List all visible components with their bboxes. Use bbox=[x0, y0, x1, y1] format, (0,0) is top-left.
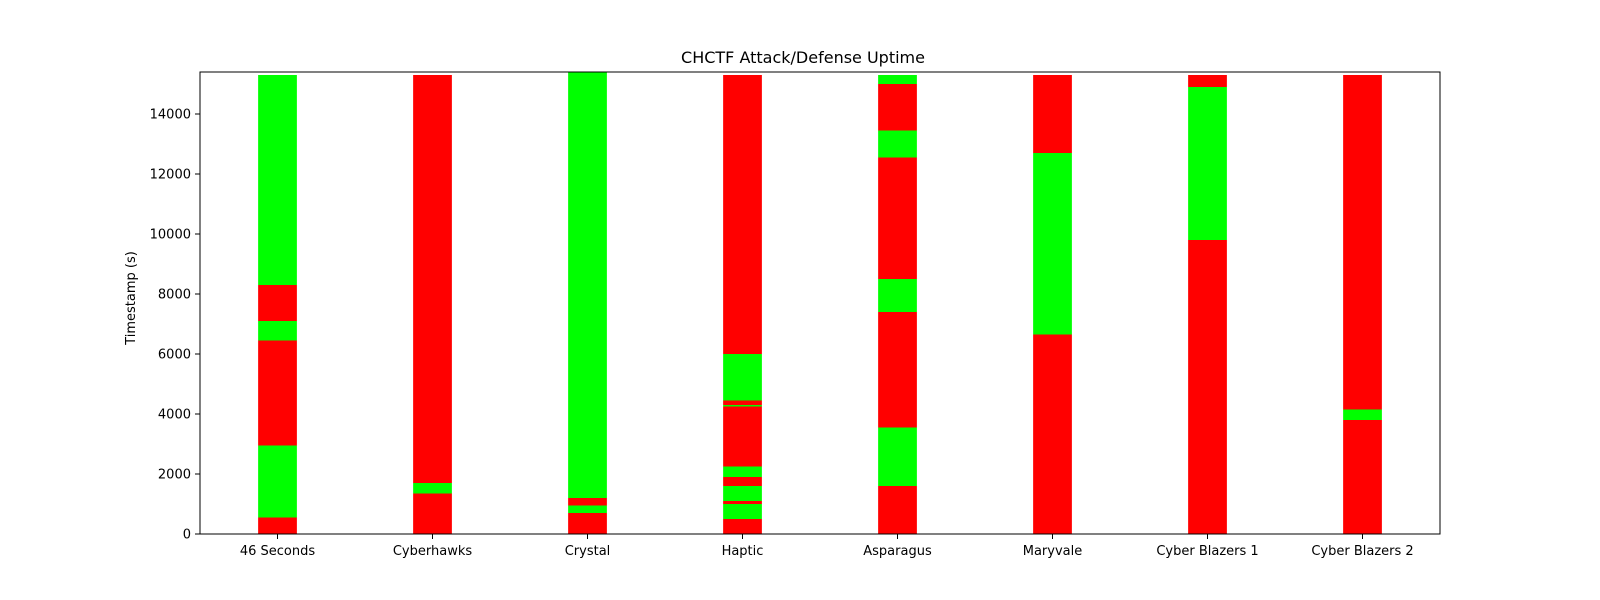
bar-segment-down bbox=[723, 400, 762, 405]
y-tick-label: 8000 bbox=[158, 288, 191, 303]
bar-segment-down bbox=[1188, 75, 1227, 87]
bar-segment-down bbox=[878, 84, 917, 131]
x-ticks-group: 46 Seconds Cyberhawks Crystal Haptic Asparag… bbox=[240, 534, 1414, 559]
bar-segment-up bbox=[723, 504, 762, 519]
bar-segment-down bbox=[1033, 334, 1072, 534]
bar-segment-up bbox=[723, 354, 762, 401]
bar-segment-up bbox=[878, 279, 917, 312]
bar-segment-up bbox=[1188, 87, 1227, 240]
plot-frame bbox=[199, 71, 1441, 535]
x-tick-label: Asparagus bbox=[863, 544, 932, 559]
bar-segment-down bbox=[1188, 240, 1227, 534]
bar-segment-down bbox=[1343, 75, 1382, 410]
bar-segment-up bbox=[1033, 153, 1072, 335]
bar-segment-down bbox=[413, 493, 452, 534]
x-tick-label: Cyber Blazers 2 bbox=[1311, 544, 1413, 559]
x-tick-label: Crystal bbox=[565, 544, 611, 559]
y-ticks-group: 0 2000 4000 6000 8000 10000 12000 14000 bbox=[150, 108, 200, 543]
chart-title: CHCTF Attack/Defense Uptime bbox=[681, 48, 925, 67]
x-tick-label: Cyber Blazers 1 bbox=[1156, 544, 1258, 559]
y-tick-label: 14000 bbox=[150, 108, 191, 123]
y-tick-label: 0 bbox=[183, 528, 191, 543]
bar-segment-down bbox=[723, 477, 762, 486]
y-tick-label: 4000 bbox=[158, 408, 191, 423]
bar-segment-down bbox=[723, 519, 762, 534]
bar-segment-up bbox=[258, 445, 297, 518]
bar-segment-down bbox=[1343, 420, 1382, 534]
bar-segment-up bbox=[568, 505, 607, 513]
bar-segment-up bbox=[723, 486, 762, 501]
y-axis-label: Timestamp (s) bbox=[124, 251, 139, 346]
bar-segment-down bbox=[1033, 75, 1072, 153]
x-tick-label: Haptic bbox=[722, 544, 764, 559]
bar-segment-up bbox=[723, 405, 762, 407]
bar-segment-up bbox=[723, 466, 762, 477]
bar-segment-down bbox=[258, 340, 297, 446]
x-tick-label: Cyberhawks bbox=[393, 544, 473, 559]
y-tick-label: 6000 bbox=[158, 348, 191, 363]
bar-segment-down bbox=[258, 517, 297, 534]
bar-segment-down bbox=[723, 501, 762, 504]
x-tick-label: 46 Seconds bbox=[240, 544, 316, 559]
bar-segment-up bbox=[878, 130, 917, 158]
bar-segment-up bbox=[878, 75, 917, 84]
bar-segment-down bbox=[568, 513, 607, 534]
bar-segment-down bbox=[878, 486, 917, 534]
bar-segment-down bbox=[878, 312, 917, 428]
bar-segment-down bbox=[878, 157, 917, 279]
bar-segment-up bbox=[878, 427, 917, 486]
x-tick-label: Maryvale bbox=[1023, 544, 1083, 559]
bar-segment-up bbox=[258, 321, 297, 341]
bar-segment-down bbox=[413, 75, 452, 483]
bar-segment-up bbox=[1343, 409, 1382, 420]
bar-segment-down bbox=[568, 498, 607, 506]
bar-segment-down bbox=[723, 75, 762, 354]
bar-segment-up bbox=[568, 72, 607, 498]
y-tick-label: 10000 bbox=[150, 228, 191, 243]
bar-segment-down bbox=[723, 406, 762, 467]
bar-segment-up bbox=[413, 483, 452, 494]
bars-group bbox=[258, 72, 1382, 534]
bar-segment-down bbox=[258, 285, 297, 321]
y-tick-label: 2000 bbox=[158, 468, 191, 483]
y-tick-label: 12000 bbox=[150, 168, 191, 183]
bar-segment-up bbox=[258, 75, 297, 285]
